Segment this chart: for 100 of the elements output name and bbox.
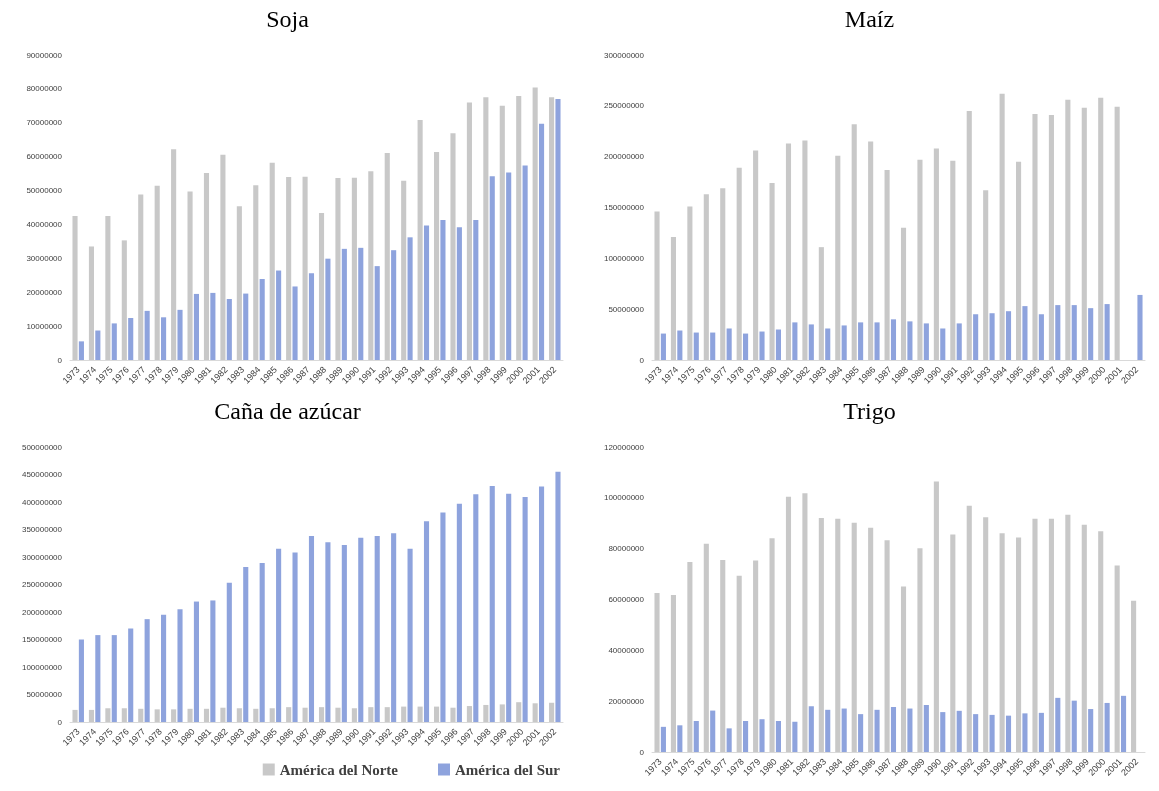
bar [161, 614, 167, 722]
bar [687, 561, 693, 752]
bar [907, 708, 913, 752]
bar [956, 323, 962, 360]
bar [858, 714, 864, 752]
bar [884, 540, 890, 752]
bar [825, 709, 831, 752]
y-tick-label: 20000000 [26, 287, 63, 297]
bar [693, 720, 699, 752]
bar [874, 322, 880, 360]
bar [769, 183, 775, 360]
bar [72, 215, 78, 360]
bar [220, 707, 226, 722]
bar [538, 486, 545, 722]
y-tick-label: 200000000 [603, 152, 645, 162]
bar [292, 552, 298, 722]
bar [670, 236, 677, 360]
bar [785, 143, 792, 360]
bar [351, 708, 357, 722]
bar [171, 149, 177, 360]
bar [154, 185, 160, 360]
bar [710, 710, 716, 752]
bar [835, 518, 841, 752]
bar [825, 328, 831, 360]
bar [154, 709, 160, 722]
bar [802, 140, 808, 360]
bar [868, 141, 874, 360]
bar [253, 708, 259, 722]
bar [401, 706, 407, 722]
bar [818, 517, 824, 752]
bar [555, 471, 561, 722]
bar [128, 628, 134, 722]
bar [391, 250, 397, 360]
bar [95, 635, 101, 722]
bar [1005, 311, 1012, 360]
bar [818, 247, 824, 360]
bar [983, 190, 989, 360]
bar [999, 533, 1005, 752]
bar [726, 728, 732, 752]
bar [973, 314, 979, 360]
bar [1137, 294, 1143, 360]
bar [753, 560, 759, 752]
y-tick-label: 300000000 [603, 50, 645, 60]
y-tick-label: 90000000 [26, 50, 63, 60]
bar [292, 286, 298, 360]
y-tick-label: 500000000 [21, 442, 63, 452]
bar [1065, 99, 1071, 360]
bar [138, 194, 144, 360]
bar [203, 708, 210, 722]
bar [989, 313, 995, 360]
bar [374, 266, 380, 360]
bar [1088, 308, 1094, 360]
bar [325, 542, 331, 722]
bar [456, 503, 462, 722]
chart-title: Maíz [844, 6, 895, 32]
bar [907, 321, 913, 360]
bar [401, 180, 407, 360]
y-tick-label: 300000000 [21, 552, 63, 562]
bar [483, 704, 489, 722]
bar [841, 708, 847, 752]
bar [138, 708, 144, 722]
bar [654, 592, 660, 752]
bar [466, 102, 472, 360]
bar [434, 706, 440, 722]
bar [187, 191, 193, 360]
bar [1022, 713, 1028, 752]
bar [423, 521, 430, 722]
bar [423, 225, 430, 360]
chart-title: Soja [266, 6, 310, 32]
bar [923, 704, 929, 752]
bar [499, 105, 505, 360]
bar [785, 496, 792, 752]
bar [917, 548, 923, 752]
bar [1038, 712, 1044, 752]
bar [253, 185, 259, 360]
y-tick-label: 200000000 [21, 607, 63, 617]
bar [489, 486, 495, 722]
bar [670, 594, 677, 752]
bar [693, 332, 699, 360]
bar [1032, 518, 1038, 752]
y-tick-label: 50000000 [26, 690, 63, 699]
bar [999, 93, 1005, 360]
bar [884, 169, 890, 360]
bar [456, 227, 462, 360]
legend-label: América del Sur [455, 761, 561, 778]
bar [177, 309, 183, 360]
bar [308, 273, 315, 360]
bar [368, 707, 374, 722]
bar [105, 215, 111, 360]
bar [940, 712, 946, 752]
bar [890, 707, 897, 752]
bar [407, 237, 413, 360]
bar [950, 534, 956, 752]
bar [171, 709, 177, 722]
bar [302, 707, 308, 722]
bar [851, 522, 857, 752]
bar [940, 328, 946, 360]
y-tick-label: 30000000 [26, 253, 63, 263]
bar [325, 258, 331, 360]
bar [358, 537, 364, 722]
